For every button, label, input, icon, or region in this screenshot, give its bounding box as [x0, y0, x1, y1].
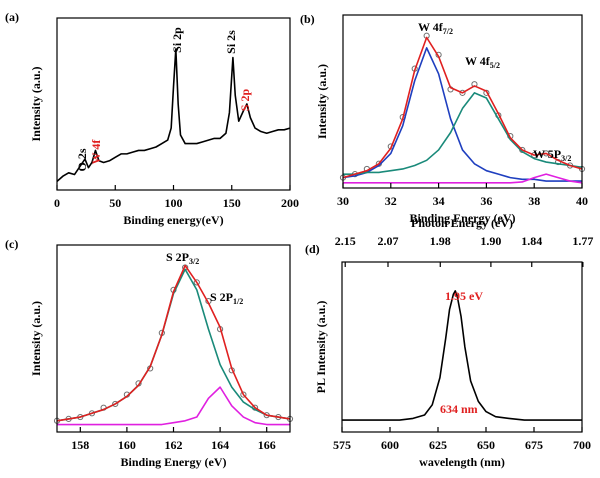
x-tick-label: 650 — [477, 438, 495, 452]
annotation-text: W 4f — [465, 54, 491, 68]
x-tick-label: 625 — [429, 438, 447, 452]
data-line — [342, 36, 583, 179]
x-tick-label: 164 — [211, 438, 229, 452]
data-line — [57, 386, 290, 426]
x-axis-label: wavelength (nm) — [419, 455, 505, 469]
annotation: W 4f — [89, 139, 103, 165]
x-axis-label: Binding Energy (eV) — [409, 211, 515, 225]
annotation-subscript: 1/2 — [233, 297, 243, 306]
annotation-text: Si 2s — [224, 30, 238, 54]
annotation-text: Si 2p — [170, 27, 184, 53]
data-line — [56, 48, 291, 182]
annotation: S 2P3/2 — [166, 250, 199, 266]
x-tick-label: 600 — [381, 438, 399, 452]
annotation: W 4f5/2 — [465, 54, 500, 70]
annotation: O 2s — [75, 148, 89, 171]
data-point — [193, 279, 200, 286]
data-point — [240, 391, 247, 398]
annotation-text: S 2P — [166, 250, 189, 264]
x-tick-label: 150 — [223, 196, 241, 210]
x-tick-label: 160 — [118, 438, 136, 452]
x-tick-label: 40 — [576, 194, 588, 208]
x-tick-label: 158 — [71, 438, 89, 452]
x-tick-label: 0 — [54, 196, 60, 210]
x-tick-label: 32 — [385, 194, 397, 208]
annotation: W 4f7/2 — [418, 20, 453, 36]
x-tick-label: 100 — [165, 196, 183, 210]
x-tick-label: 36 — [480, 194, 492, 208]
x-tick-label: 700 — [573, 438, 591, 452]
x2-axis-label: Photon Energy (eV) — [411, 216, 513, 230]
plot-frame — [56, 244, 291, 433]
x-tick-label: 162 — [165, 438, 183, 452]
annotation-subscript: 7/2 — [443, 27, 453, 36]
plot-frame — [341, 261, 583, 433]
annotation-text: W 4f — [89, 139, 103, 165]
x2-tick-label: 1.77 — [572, 234, 593, 248]
annotation-subscript: 5/2 — [490, 61, 500, 70]
x2-tick-label: 2.15 — [335, 234, 356, 248]
annotation: 634 nm — [440, 402, 478, 416]
annotation: W 5P3/2 — [533, 147, 571, 163]
x-tick-label: 675 — [525, 438, 543, 452]
annotation: Si 2p — [170, 27, 184, 53]
y-axis-label: Intensity (a.u.) — [29, 301, 43, 376]
y-axis-label: PL Intensity (a.u.) — [314, 301, 328, 394]
x-tick-label: 30 — [337, 194, 349, 208]
annotation-text: W 5P — [533, 147, 561, 161]
x-tick-label: 575 — [333, 438, 351, 452]
annotation-text: W 4f — [418, 20, 444, 34]
y-axis-label: Intensity (a.u.) — [29, 66, 43, 141]
annotation-subscript: 3/2 — [561, 154, 571, 163]
annotation-text: S 2p — [238, 89, 252, 112]
x-axis-label: Binding energy(eV) — [123, 213, 223, 227]
x-tick-label: 38 — [528, 194, 540, 208]
annotation-subscript: 3/2 — [189, 257, 199, 266]
annotation: 1.95 eV — [445, 289, 483, 303]
annotation-text: O 2s — [75, 148, 89, 171]
data-line — [56, 264, 291, 422]
data-line — [343, 173, 583, 184]
panel-label: (a) — [5, 10, 19, 24]
annotation-text: S 2P — [210, 290, 233, 304]
panel-label: (b) — [300, 12, 315, 26]
x2-tick-label: 1.84 — [521, 234, 542, 248]
x-tick-label: 34 — [433, 194, 445, 208]
plot-frame — [342, 14, 583, 189]
annotation: S 2p — [238, 89, 252, 112]
annotation: Si 2s — [224, 30, 238, 54]
data-line — [343, 92, 583, 175]
data-line — [342, 47, 582, 182]
data-point — [112, 400, 119, 408]
data-line — [342, 290, 582, 421]
x-tick-label: 50 — [109, 196, 121, 210]
x2-tick-label: 2.07 — [377, 234, 398, 248]
x-tick-label: 166 — [258, 438, 276, 452]
annotation-text: 634 nm — [440, 402, 478, 416]
annotation: S 2P1/2 — [210, 290, 243, 306]
x2-tick-label: 1.90 — [480, 234, 501, 248]
x-axis-label: Binding Energy (eV) — [120, 455, 226, 469]
x2-tick-label: 1.98 — [430, 234, 451, 248]
x-tick-label: 200 — [281, 196, 299, 210]
panel-label: (c) — [5, 237, 18, 251]
y-axis-label: Intensity (a.u.) — [315, 64, 329, 139]
panel-label: (d) — [305, 242, 320, 256]
data-point — [459, 89, 466, 96]
annotation-text: 1.95 eV — [445, 289, 483, 303]
